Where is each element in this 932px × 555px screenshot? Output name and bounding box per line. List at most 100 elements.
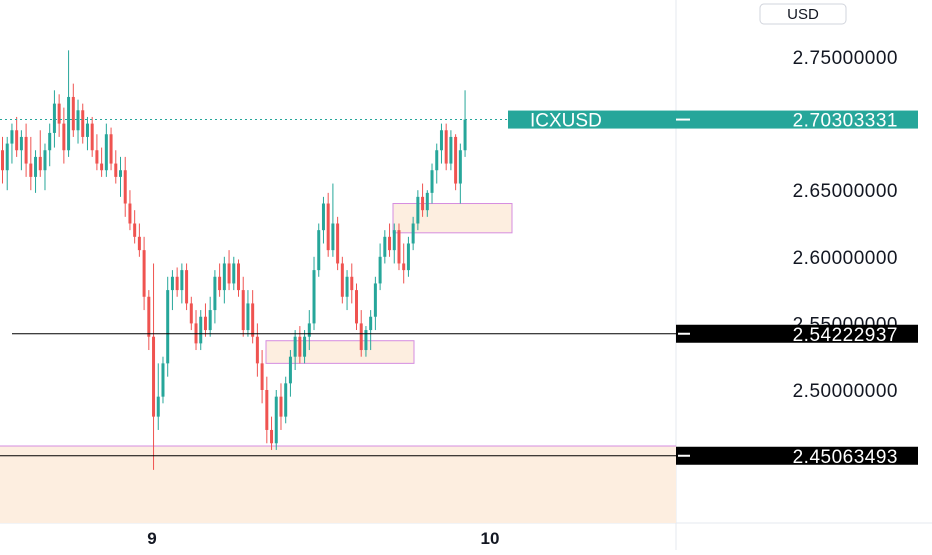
candle-body [24,136,28,164]
candle-body [274,396,278,444]
candle-body [373,283,377,317]
candle-body [161,363,165,397]
x-tick-label: 9 [147,529,156,548]
level-price-value: 2.45063493 [793,447,898,468]
candle-body [147,296,151,337]
candle-body [279,396,283,417]
candle-body [48,132,52,151]
candle-body [293,336,297,357]
candle-body [425,192,429,211]
candle-body [430,170,434,193]
candle-body [1,150,4,171]
candle-body [406,243,410,271]
candle-body [444,130,448,164]
last-price-value: 2.70303331 [793,111,898,132]
candle-body [95,150,99,164]
candle-body [133,223,137,237]
candle-body [326,203,330,251]
candle-body [265,390,269,430]
candle-body [152,336,156,417]
candle-body [270,429,274,444]
candle-body [303,336,307,357]
candle-body [71,96,75,131]
candle-body [411,223,415,244]
candle-body [213,276,217,311]
candle-body [416,196,420,224]
candle-body [463,119,467,151]
candle-body [317,230,321,271]
candle-body [251,303,255,337]
candle-body [378,256,382,284]
candle-body [57,103,61,124]
candle-body [19,136,23,151]
candle-body [288,356,292,384]
candle-body [123,170,127,204]
candle-body [241,290,245,331]
candle-body [449,136,453,164]
candle-body [458,150,462,184]
symbol-label: ICXUSD [530,111,602,132]
candle-body [350,276,354,291]
candle-body [43,150,47,171]
currency-badge [759,3,847,25]
level-price-value: 2.54222937 [793,325,898,346]
candle-body [439,130,443,151]
candle-body [355,290,358,324]
demand-zone [265,340,415,364]
candle-body [199,316,203,344]
candle-body [166,290,170,364]
currency-label: USD [787,6,819,23]
candle-body [392,230,396,251]
candle-body [369,316,373,331]
candle-body [67,96,71,151]
candle-body [208,310,212,331]
candle-body [29,163,33,177]
candle-body [62,123,66,151]
candle-body [454,136,458,184]
candle-body [114,163,118,177]
candle-body [388,236,392,251]
candle-body [34,156,38,177]
candle-body [397,230,401,264]
candle-body [345,276,349,297]
candle-body [336,223,340,264]
candle-body [104,134,108,171]
candle-body [180,270,184,291]
y-tick-label: 2.60000000 [793,248,898,269]
candle-body [142,250,146,297]
candle-body [85,123,89,137]
y-tick-label: 2.50000000 [793,381,898,402]
candle-body [227,263,231,284]
candle-body [109,134,113,164]
candle-body [284,383,288,417]
candle-body [90,123,94,151]
candle-body [185,270,189,304]
candle-body [218,276,222,291]
candle-body [76,110,80,131]
candle-body [128,203,132,224]
candle-body [260,363,264,390]
candle-body [331,223,335,251]
y-tick-label: 2.65000000 [793,181,898,202]
candle-body [307,323,311,337]
candle-body [137,236,141,251]
candle-body [421,196,425,211]
candle-body [15,130,19,151]
candle-body [232,263,236,284]
demand-zone [0,445,676,523]
candle-body [81,110,85,137]
candle-body [359,323,363,351]
candle-body [321,203,325,231]
y-tick-label: 2.75000000 [793,48,898,69]
candle-body [383,236,387,257]
candle-body [255,336,259,364]
candle-body [435,150,439,171]
candle-body [5,143,9,171]
level-price-tag [676,324,918,343]
candle-body [189,303,193,324]
candle-body [170,276,174,291]
candle-body [156,396,160,417]
candle-body [222,263,226,291]
